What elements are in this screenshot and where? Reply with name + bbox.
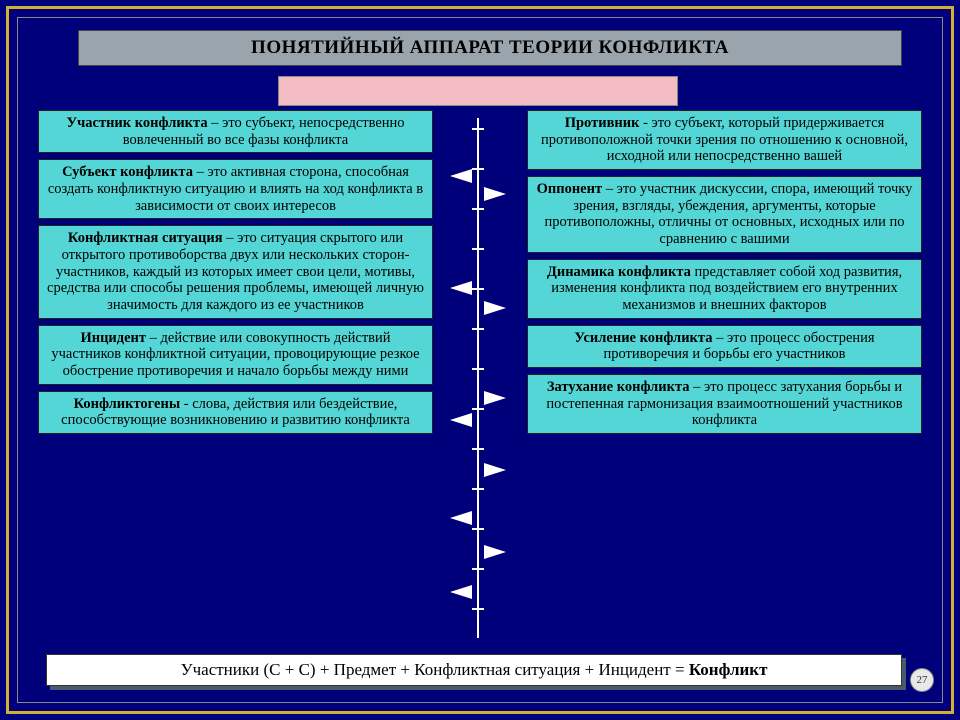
concept-box: Усиление конфликта – это процесс обостре…: [527, 325, 922, 368]
concept-box: Динамика конфликта представляет собой хо…: [527, 259, 922, 319]
spine-tick: [472, 408, 484, 410]
concept-term: Конфликтогены: [74, 396, 181, 412]
spine-tick: [472, 488, 484, 490]
spine-tick: [472, 168, 484, 170]
concept-box: Инцидент – действие или совокупность дей…: [38, 325, 433, 385]
formula-prefix: Участники (С + С) + Предмет + Конфликтна…: [181, 660, 689, 679]
concept-box: Конфликтогены - слова, действия или безд…: [38, 391, 433, 434]
page-number-badge: 27: [910, 668, 934, 692]
concept-term: Усиление конфликта: [574, 330, 712, 346]
concept-box: Противник - это субъект, который придерж…: [527, 110, 922, 170]
arrow-right-icon: [484, 463, 506, 477]
concept-term: Противник: [565, 115, 640, 131]
page-number: 27: [917, 674, 928, 686]
spine-tick: [472, 568, 484, 570]
concept-term: Конфликтная ситуация: [68, 230, 223, 246]
center-spine: [477, 118, 479, 638]
concept-term: Субъект конфликта: [62, 164, 193, 180]
arrow-right-icon: [484, 301, 506, 315]
concept-box: Конфликтная ситуация – это ситуация скры…: [38, 225, 433, 318]
inner-frame: ПОНЯТИЙНЫЙ АППАРАТ ТЕОРИИ КОНФЛИКТА Учас…: [17, 17, 943, 703]
concept-term: Затухание конфликта: [547, 379, 690, 395]
concept-term: Участник конфликта: [66, 115, 207, 131]
pink-decorative-bar: [278, 76, 678, 106]
arrow-left-icon: [450, 511, 472, 525]
spine-tick: [472, 208, 484, 210]
spine-tick: [472, 248, 484, 250]
concept-term: Оппонент: [537, 181, 603, 197]
outer-gold-frame: ПОНЯТИЙНЫЙ АППАРАТ ТЕОРИИ КОНФЛИКТА Учас…: [6, 6, 954, 714]
title-text: ПОНЯТИЙНЫЙ АППАРАТ ТЕОРИИ КОНФЛИКТА: [251, 37, 729, 59]
arrow-left-icon: [450, 169, 472, 183]
slide-title: ПОНЯТИЙНЫЙ АППАРАТ ТЕОРИИ КОНФЛИКТА: [78, 30, 902, 66]
formula-text: Участники (С + С) + Предмет + Конфликтна…: [181, 660, 768, 680]
spine-tick: [472, 328, 484, 330]
spine-tick: [472, 368, 484, 370]
concept-term: Динамика конфликта: [547, 264, 691, 280]
arrow-left-icon: [450, 585, 472, 599]
concept-box: Оппонент – это участник дискуссии, спора…: [527, 176, 922, 253]
concept-box: Участник конфликта – это субъект, непоср…: [38, 110, 433, 153]
arrow-left-icon: [450, 281, 472, 295]
arrow-right-icon: [484, 391, 506, 405]
right-column: Противник - это субъект, который придерж…: [527, 110, 922, 440]
spine-tick: [472, 608, 484, 610]
spine-tick: [472, 288, 484, 290]
arrow-right-icon: [484, 545, 506, 559]
formula-bold: Конфликт: [689, 660, 768, 679]
arrow-right-icon: [484, 187, 506, 201]
spine-tick: [472, 128, 484, 130]
concept-box: Субъект конфликта – это активная сторона…: [38, 159, 433, 219]
arrow-left-icon: [450, 413, 472, 427]
formula-bar: Участники (С + С) + Предмет + Конфликтна…: [46, 654, 902, 686]
left-column: Участник конфликта – это субъект, непоср…: [38, 110, 433, 440]
concept-box: Затухание конфликта – это процесс затуха…: [527, 374, 922, 434]
spine-tick: [472, 528, 484, 530]
concept-term: Инцидент: [80, 330, 146, 346]
spine-tick: [472, 448, 484, 450]
